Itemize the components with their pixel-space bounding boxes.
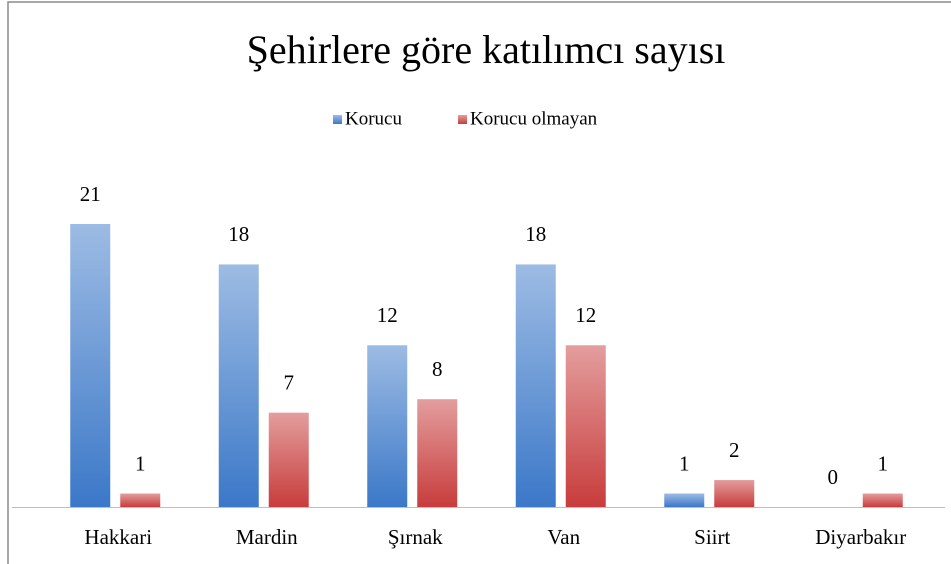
data-label: 1 bbox=[878, 451, 889, 475]
data-label: 1 bbox=[135, 451, 146, 475]
legend-swatch bbox=[333, 115, 342, 124]
chart-frame bbox=[7, 1, 951, 564]
data-label: 18 bbox=[228, 222, 249, 246]
legend-label: Korucu olmayan bbox=[470, 108, 598, 129]
bar bbox=[367, 345, 408, 507]
x-tick-label: Şırnak bbox=[388, 525, 443, 549]
data-label: 12 bbox=[575, 303, 596, 327]
legend-swatch bbox=[458, 115, 467, 124]
x-tick-label: Hakkari bbox=[84, 525, 152, 549]
bar bbox=[664, 493, 705, 507]
data-label: 7 bbox=[284, 370, 295, 394]
bar bbox=[862, 493, 903, 507]
bar bbox=[70, 224, 111, 507]
bar bbox=[515, 264, 556, 507]
chart-title: Şehirlere göre katılımcı sayısı bbox=[247, 27, 726, 72]
data-label: 21 bbox=[80, 182, 101, 206]
data-label: 18 bbox=[525, 222, 546, 246]
data-label: 1 bbox=[679, 451, 690, 475]
bar bbox=[565, 345, 606, 507]
data-label: 12 bbox=[377, 303, 398, 327]
bar bbox=[417, 399, 458, 507]
x-tick-label: Diyarbakır bbox=[815, 525, 906, 549]
bar bbox=[218, 264, 259, 507]
bar bbox=[714, 480, 755, 507]
data-label: 8 bbox=[432, 357, 443, 381]
legend-label: Korucu bbox=[345, 108, 402, 129]
x-tick-label: Mardin bbox=[236, 525, 298, 549]
bar bbox=[268, 412, 309, 507]
x-tick-label: Van bbox=[547, 525, 580, 549]
x-tick-label: Siirt bbox=[694, 525, 730, 549]
data-label: 0 bbox=[828, 465, 839, 489]
bar bbox=[120, 493, 161, 507]
data-label: 2 bbox=[729, 438, 740, 462]
